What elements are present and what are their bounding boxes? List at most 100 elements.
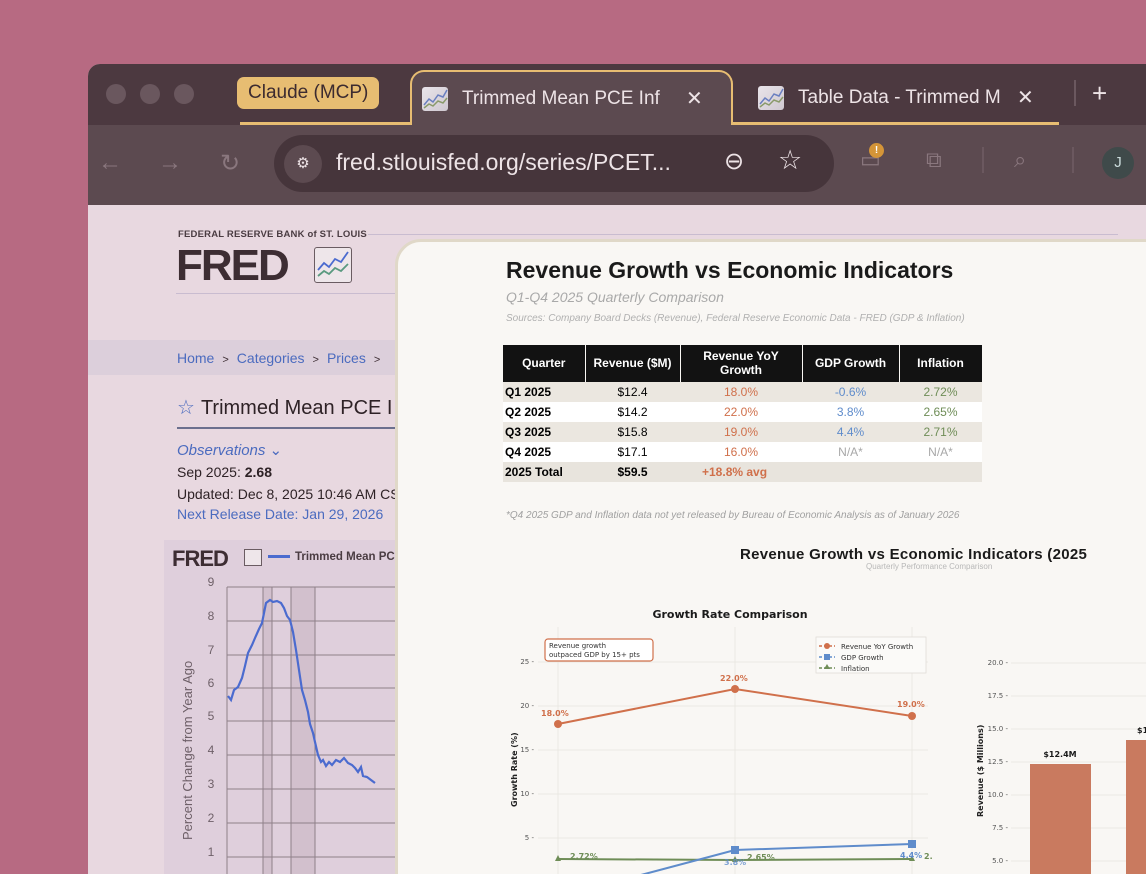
svg-text:$14.: $14.: [1137, 726, 1146, 735]
svg-text:3: 3: [208, 777, 215, 791]
bank-label: FEDERAL RESERVE BANK of ST. LOUIS: [178, 229, 367, 240]
url-text[interactable]: fred.stlouisfed.org/series/PCET...: [336, 149, 671, 175]
maximize-window-button[interactable]: [174, 84, 194, 104]
svg-text:3.8%: 3.8%: [724, 858, 746, 867]
svg-text:18.0%: 18.0%: [541, 709, 569, 718]
new-tab-button[interactable]: +: [1092, 78, 1108, 108]
svg-text:22.0%: 22.0%: [720, 674, 748, 683]
cell-gdp: N/A*: [802, 442, 899, 462]
favorite-star-icon[interactable]: ☆: [177, 397, 195, 419]
svg-text:Revenue ($ Millions): Revenue ($ Millions): [976, 725, 985, 817]
minimize-window-button[interactable]: [140, 84, 160, 104]
pce-line-plot: 9 8 7 6 5 4 3 2 1 Percent Change from Year Ago: [180, 575, 404, 874]
back-arrow-icon[interactable]: ←: [98, 149, 122, 176]
site-settings-icon[interactable]: ⚙: [284, 145, 322, 183]
quarterly-revenue-bar-chart: Q 20.0 -17.5 -15.0 -12.5 -10.0 -7.5 -5.0…: [976, 659, 1146, 874]
svg-text:1: 1: [208, 845, 215, 859]
svg-text:20 -: 20 -: [520, 702, 534, 710]
svg-text:10.0 -: 10.0 -: [988, 791, 1009, 799]
growth-rate-line-chart: Growth Rate Comparison 25 - 20 - 15 - 10 - 5…: [510, 608, 933, 874]
extensions-puzzle-icon[interactable]: ⧉: [926, 147, 942, 172]
summary-table: Quarter Revenue ($M) Revenue YoY Growth …: [503, 345, 983, 482]
col-header-yoy: Revenue YoY Growth: [680, 345, 803, 382]
svg-text:outpaced GDP by 15+ pts: outpaced GDP by 15+ pts: [549, 651, 640, 659]
fred-series-chart[interactable]: FRED Trimmed Mean PCE 9 8 7 6 5 4 3 2 1 Percent …: [164, 540, 404, 874]
chart-graph-icon: [244, 549, 262, 566]
warning-badge-icon: !: [869, 143, 884, 158]
tab-table-data[interactable]: Table Data - Trimmed M ✕: [748, 70, 1048, 125]
chevron-down-icon: ⌄: [269, 442, 283, 459]
svg-text:25 -: 25 -: [520, 658, 534, 666]
breadcrumb-prices[interactable]: Prices: [326, 350, 366, 366]
cell-empty: [899, 462, 982, 482]
dashboard-subtitle: Q1-Q4 2025 Quarterly Comparison: [506, 289, 724, 305]
breadcrumb-categories[interactable]: Categories: [236, 350, 305, 366]
col-header-inflation: Inflation: [899, 345, 983, 382]
table-row: Q1 2025 $12.4 18.0% -0.6% 2.72%: [503, 382, 982, 402]
svg-text:19.0%: 19.0%: [897, 700, 925, 709]
bar-q1: [1030, 764, 1091, 874]
breadcrumb-home[interactable]: Home: [177, 350, 215, 366]
cell-total-yoy: +18.8% avg: [680, 462, 802, 482]
svg-text:2.65%: 2.65%: [747, 853, 775, 862]
cell-yoy: 22.0%: [680, 402, 802, 422]
observations-label: Observations: [177, 442, 266, 459]
breadcrumb-bar: [88, 340, 408, 375]
address-bar[interactable]: ⚙ fred.stlouisfed.org/series/PCET... ⊖ ☆: [274, 135, 834, 192]
cell-revenue: $17.1: [585, 442, 680, 462]
cell-gdp: 4.4%: [802, 422, 899, 442]
svg-text:15 -: 15 -: [520, 746, 534, 754]
cell-gdp: 3.8%: [802, 402, 899, 422]
reload-icon[interactable]: ↻: [220, 150, 241, 177]
forward-arrow-icon[interactable]: →: [158, 149, 182, 176]
browser-toolbar: ← → ↻ ⚙ fred.stlouisfed.org/series/PCET.…: [88, 125, 1146, 205]
legend-label: Trimmed Mean PCE: [295, 551, 403, 563]
tab-strip: Claude (MCP) Trimmed Mean PCE Inf ✕ Tabl…: [88, 64, 1146, 125]
close-window-button[interactable]: [106, 84, 126, 104]
svg-text:4: 4: [208, 743, 215, 757]
zoom-out-icon[interactable]: ⊖: [724, 148, 745, 175]
tab-trimmed-mean-pce[interactable]: Trimmed Mean PCE Inf ✕: [410, 70, 733, 125]
cell-quarter: Q2 2025: [503, 402, 585, 422]
fred-logo[interactable]: FRED: [176, 241, 290, 290]
cell-inflation: N/A*: [899, 442, 982, 462]
svg-text:15.0 -: 15.0 -: [988, 725, 1009, 733]
col-header-gdp: GDP Growth: [802, 345, 900, 382]
y-axis-label: Growth Rate (%): [510, 732, 519, 807]
svg-text:7.5 -: 7.5 -: [992, 824, 1008, 832]
bookmark-star-icon[interactable]: ☆: [778, 145, 803, 175]
cell-yoy: 16.0%: [680, 442, 802, 462]
series-title-text: Trimmed Mean PCE I: [200, 397, 393, 419]
svg-text:5.0 -: 5.0 -: [992, 857, 1008, 865]
profile-avatar[interactable]: J: [1102, 147, 1134, 179]
svg-text:GDP Growth: GDP Growth: [841, 654, 884, 662]
observations-dropdown[interactable]: Observations ⌄: [177, 441, 282, 459]
svg-text:2.71%: 2.71%: [924, 852, 933, 861]
tab-title: Trimmed Mean PCE Inf: [462, 87, 660, 109]
observation-date: Sep 2025:: [177, 464, 241, 480]
svg-text:6: 6: [208, 676, 215, 690]
cell-inflation: 2.71%: [899, 422, 982, 442]
svg-text:Revenue growth: Revenue growth: [549, 642, 606, 650]
cell-quarter: Q1 2025: [503, 382, 585, 402]
figure-title: Revenue Growth vs Economic Indicators (2…: [740, 546, 1088, 563]
toolbar-divider: [982, 147, 984, 173]
latest-observation: Sep 2025: 2.68: [177, 464, 272, 480]
close-tab-icon[interactable]: ✕: [1017, 87, 1034, 109]
svg-text:Percent Change from Year Ago: Percent Change from Year Ago: [180, 661, 195, 840]
svg-text:$12.4M: $12.4M: [1043, 750, 1076, 759]
next-release-link[interactable]: Next Release Date: Jan 29, 2026: [177, 506, 384, 522]
claude-mcp-tab-group[interactable]: Claude (MCP): [237, 77, 380, 109]
svg-text:Inflation: Inflation: [841, 665, 870, 673]
dashboard-title: Revenue Growth vs Economic Indicators: [506, 257, 954, 283]
cell-quarter: Q4 2025: [503, 442, 585, 462]
cell-inflation: 2.65%: [899, 402, 982, 422]
fred-favicon: [422, 86, 448, 111]
logo-divider: [176, 293, 396, 294]
svg-text:9: 9: [208, 575, 215, 589]
tab-title: Table Data - Trimmed M: [798, 86, 1001, 108]
table-row: Q2 2025 $14.2 22.0% 3.8% 2.65%: [503, 402, 982, 422]
cell-total-revenue: $59.5: [585, 462, 680, 482]
tab-search-icon[interactable]: ⌕: [1014, 147, 1027, 172]
close-tab-icon[interactable]: ✕: [686, 88, 703, 110]
